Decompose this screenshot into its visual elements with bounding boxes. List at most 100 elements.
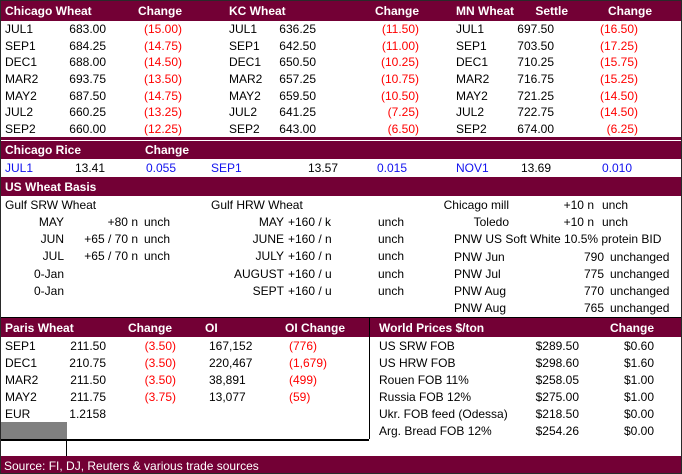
settle-price: 659.50: [279, 88, 316, 103]
settle-price: 697.50: [517, 22, 554, 37]
contract-month: SEP1: [456, 38, 487, 53]
price-change: (13.50): [143, 72, 182, 87]
table-row: JUL1 697.50 (16.50): [445, 21, 638, 38]
domestic-column: Chicago mill +10 n unch Toledo +10 n unc…: [431, 196, 681, 317]
settle-price: 693.75: [69, 72, 106, 87]
price-change: (10.25): [380, 55, 419, 70]
price-change: (3.75): [144, 389, 176, 404]
basis-status: unch: [377, 214, 404, 229]
basis-row: PNW Jun 790 unchanged: [431, 248, 681, 265]
basis-status: unch: [602, 214, 629, 229]
basis-status: unchanged: [610, 301, 670, 316]
source-text: Source: FI, DJ, Reuters & various trade …: [4, 458, 259, 473]
basis-value: +160 / n: [288, 249, 332, 264]
market-name: Rouen FOB 11%: [379, 372, 469, 387]
mn-wheat-title: MN Wheat: [456, 4, 514, 18]
world-prices-header: World Prices $/ton Change: [370, 318, 681, 337]
price-change: $0.00: [623, 423, 654, 438]
table-row: SEP1 684.25 (14.75): [1, 38, 182, 55]
settle-price: 684.25: [69, 38, 106, 53]
contract-month: NOV1: [456, 161, 489, 175]
location-label: Toledo: [473, 214, 509, 229]
price-change: (6.50): [387, 121, 419, 136]
settle-price: 674.00: [517, 121, 554, 136]
table-row: SEP1 642.50 (11.00): [219, 38, 419, 55]
gulf-hrw-rows: MAY +160 / k unch JUNE +160 / n unch JUL…: [201, 213, 431, 299]
contract-month: SEP2: [5, 121, 36, 136]
chicago-rice-row: JUL1 13.41 0.055 SEP1 13.57 0.015 NOV1 1…: [1, 159, 681, 177]
gulf-srw-column: Gulf SRW Wheat MAY +80 n unch JUN +65 / …: [1, 196, 201, 317]
settle-price: 660.25: [69, 105, 106, 120]
settle-price: 683.00: [69, 22, 106, 37]
table-row: MAR2 211.50 (3.50) 38,891 (499): [1, 371, 369, 388]
contract-month: JUL1: [5, 22, 34, 37]
empty-row: [1, 300, 201, 317]
contract-month: JUL1: [229, 22, 258, 37]
chicago-rice-header: Chicago Rice Change: [1, 140, 681, 159]
contract-month: SEP1: [5, 338, 36, 353]
basis-value: +65 / 70 n: [84, 249, 138, 264]
price-change: (10.50): [380, 88, 419, 103]
source-bar: Source: FI, DJ, Reuters & various trade …: [1, 456, 681, 473]
basis-month: JUL: [42, 249, 64, 264]
pnw-bid: 790: [583, 249, 604, 264]
pnw-note-row: PNW US Soft White 10.5% protein BID: [431, 231, 681, 248]
basis-value: +80 n: [107, 214, 138, 229]
basis-status: unch: [377, 284, 404, 299]
gulf-srw-rows: MAY +80 n unch JUN +65 / 70 n unch JUL +…: [1, 213, 201, 299]
settle-price: 722.75: [517, 105, 554, 120]
price-change: 0.015: [376, 161, 407, 175]
price-change: 0.055: [145, 161, 176, 175]
kc-wheat-table: KC Wheat Change JUL1 636.25 (11.50) SEP1…: [219, 1, 445, 137]
world-prices-section: World Prices $/ton Change US SRW FOB $28…: [369, 317, 681, 439]
pnw-bid: 770: [583, 284, 604, 299]
settle-price: 687.50: [69, 88, 106, 103]
paris-wheat-rows: SEP1 211.50 (3.50) 167,152 (776) DEC1 21…: [1, 337, 369, 405]
mn-wheat-table: MN Wheat Settle Change JUL1 697.50 (16.5…: [445, 1, 681, 137]
section-title-row: Gulf HRW Wheat: [201, 196, 431, 213]
open-interest: 38,891: [209, 372, 246, 387]
table-row: MAR2 657.25 (10.75): [219, 71, 419, 88]
change-column-header: Change: [127, 320, 172, 335]
pnw-note: PNW US Soft White 10.5% protein BID: [454, 232, 662, 247]
basis-row: PNW Aug 765 unchanged: [431, 300, 681, 317]
table-row: US HRW FOB $298.60 $1.60: [370, 354, 681, 371]
contract-month: SEP1: [229, 38, 260, 53]
table-row: MAR2 693.75 (13.50): [1, 71, 182, 88]
basis-row: JUL +65 / 70 n unch: [1, 248, 201, 265]
price-change: (6.25): [606, 121, 638, 136]
settle-price: 721.25: [517, 88, 554, 103]
basis-month: JULY: [255, 249, 284, 264]
contract-month: MAY2: [5, 389, 37, 404]
pnw-rows: PNW Jun 790 unchanged PNW Jul 775 unchan…: [431, 248, 681, 317]
settle-price: 642.50: [279, 38, 316, 53]
basis-row: MAY +160 / k unch: [201, 213, 431, 230]
fob-price: $258.05: [535, 372, 579, 387]
world-prices-title: World Prices $/ton: [379, 320, 485, 335]
chicago-rice-title: Chicago Rice: [5, 143, 82, 157]
contract-month: MAY2: [5, 88, 37, 103]
price-change: (17.25): [599, 38, 638, 53]
price-change: (11.50): [381, 22, 419, 37]
empty-bordered-row: [1, 439, 369, 457]
basis-value: +160 / k: [288, 214, 332, 229]
settle-price: 703.50: [517, 38, 554, 53]
basis-status: unch: [377, 249, 404, 264]
rice-contract: NOV1 13.69 0.010: [456, 161, 632, 175]
price-change: (14.50): [599, 88, 638, 103]
settle-price: 636.25: [279, 22, 316, 37]
contract-month: SEP2: [229, 121, 260, 136]
settle-price: 13.69: [520, 161, 551, 175]
contract-month: JUL1: [5, 161, 34, 175]
chicago-wheat-title: Chicago Wheat: [5, 4, 92, 18]
basis-status: unchanged: [610, 266, 670, 281]
paris-wheat-title: Paris Wheat: [5, 320, 74, 335]
change-column-header: Change: [374, 4, 419, 18]
futures-section: Chicago Wheat Change JUL1 683.00 (15.00)…: [1, 1, 681, 140]
fob-price: $298.60: [535, 355, 579, 370]
eur-label: EUR: [5, 406, 31, 421]
table-row: SEP2 643.00 (6.50): [219, 120, 419, 137]
contract-month: SEP1: [211, 161, 242, 175]
basis-month: MAY: [258, 214, 284, 229]
